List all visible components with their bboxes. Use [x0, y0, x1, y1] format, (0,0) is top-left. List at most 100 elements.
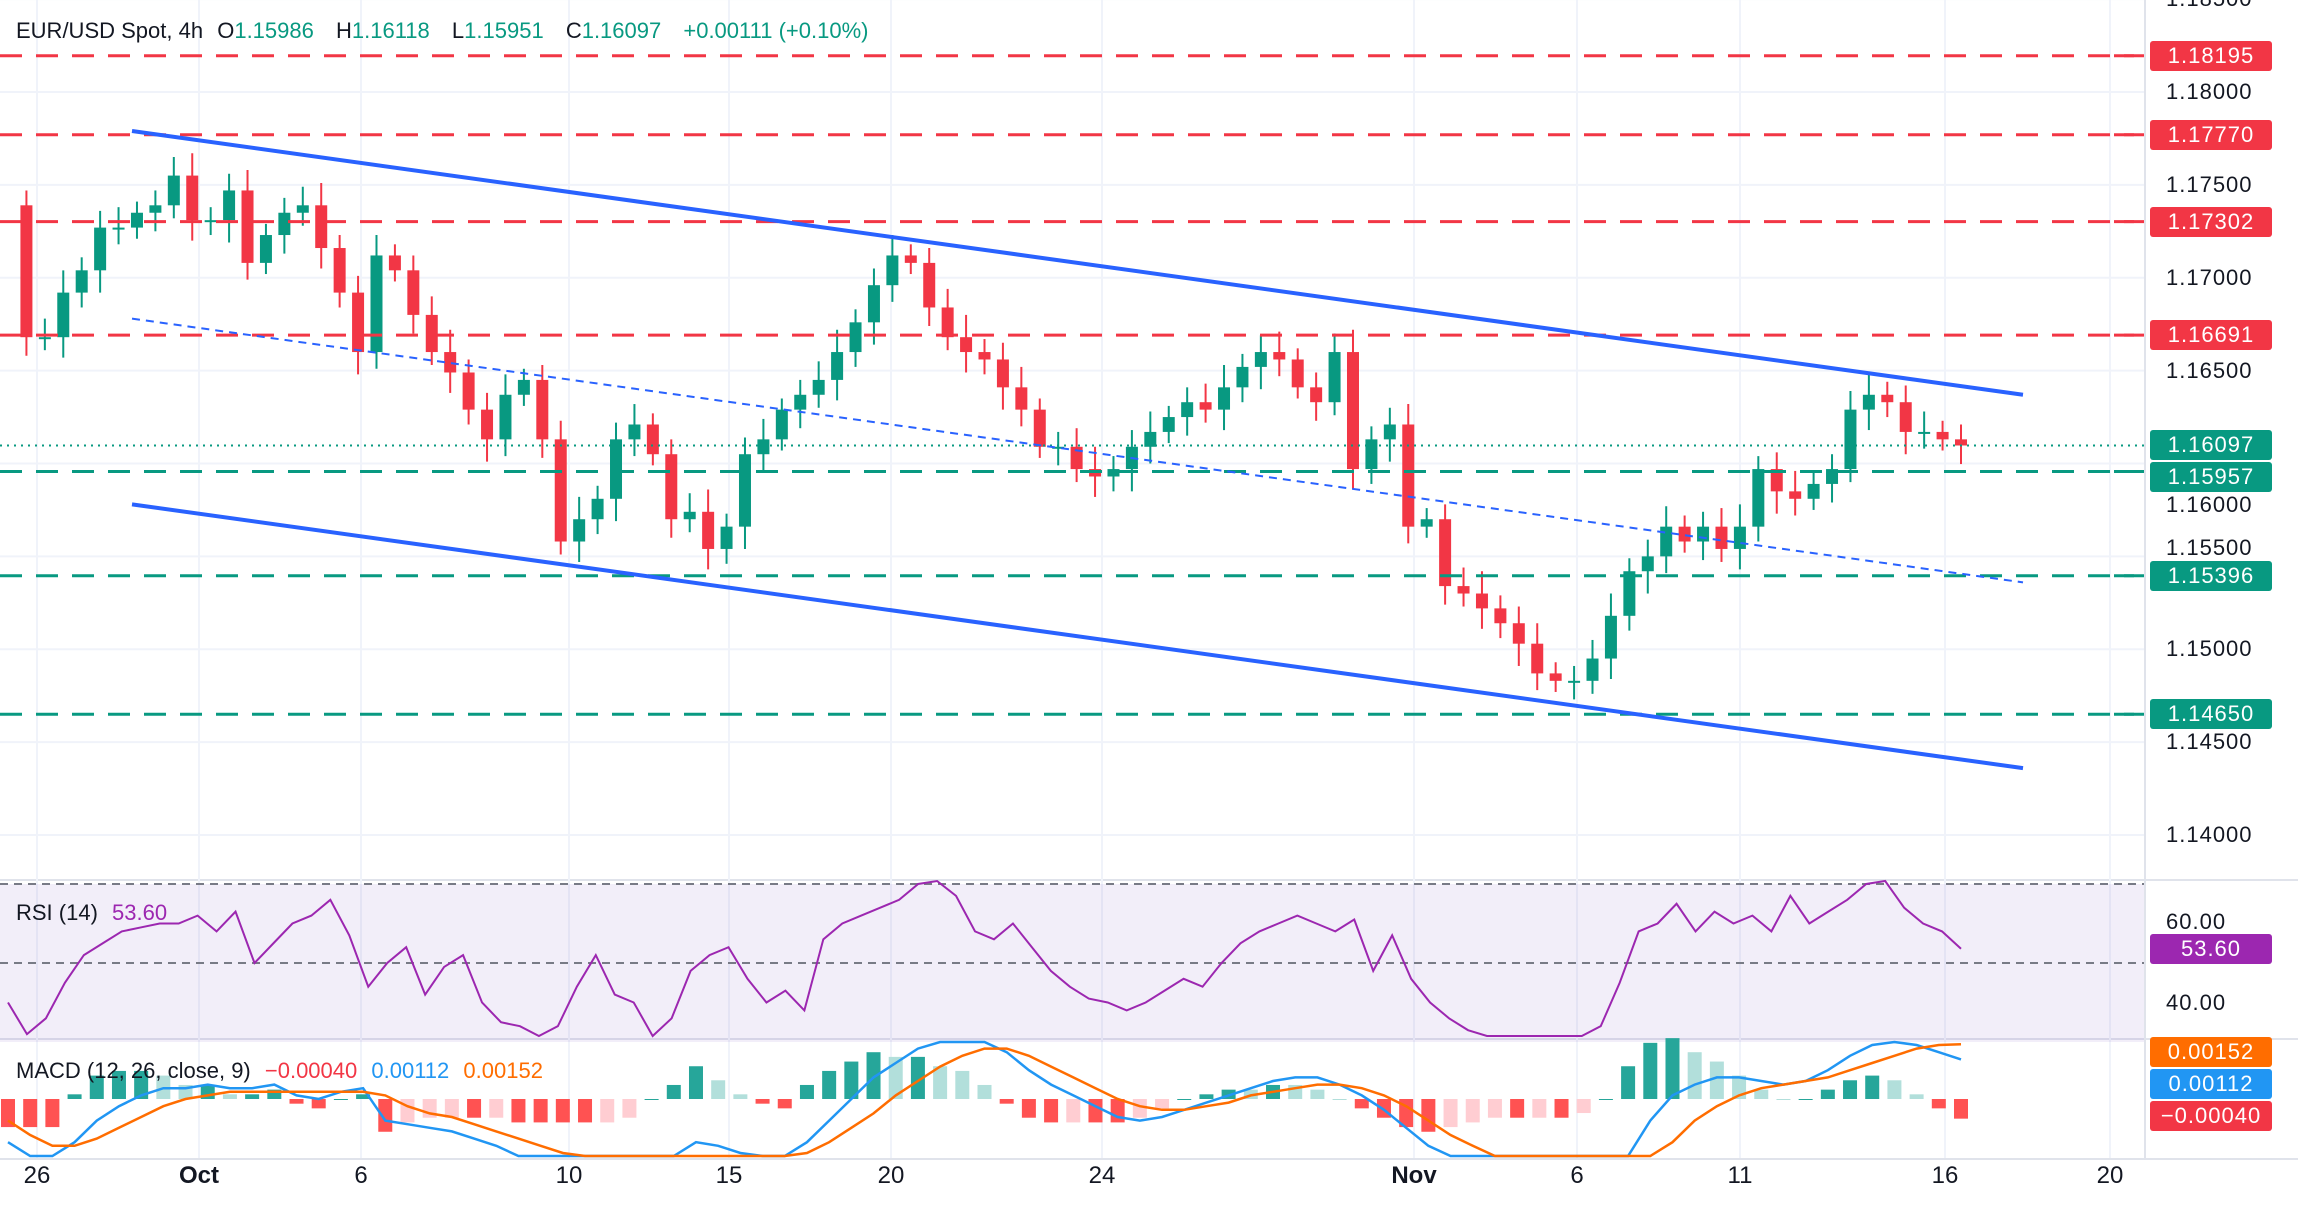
- macd-histogram-bar: [356, 1094, 371, 1099]
- candle-body: [1623, 571, 1636, 616]
- candle-body: [1678, 526, 1691, 542]
- macd-histogram-bar: [578, 1099, 593, 1123]
- macd-histogram-bar: [1044, 1099, 1059, 1123]
- macd-histogram-bar: [1, 1099, 15, 1128]
- macd-histogram-bar: [1954, 1099, 1968, 1119]
- macd-histogram-bar: [511, 1099, 526, 1123]
- candle-body: [444, 352, 457, 373]
- level-price-tag: 1.18195: [2150, 40, 2272, 71]
- level-price-tag: 1.17770: [2150, 119, 2272, 150]
- candle-body: [536, 379, 549, 440]
- macd-histogram-bar: [733, 1094, 748, 1099]
- macd-histogram-bar: [933, 1066, 948, 1099]
- x-tick-label: Oct: [178, 1162, 220, 1189]
- candle-body: [296, 205, 309, 213]
- macd-histogram-bar: [1132, 1099, 1147, 1118]
- candle-body: [1697, 526, 1710, 542]
- level-price-tag: 1.14650: [2150, 699, 2272, 730]
- candle-body: [978, 352, 991, 360]
- x-tick-label: Nov: [1391, 1162, 1437, 1189]
- candle-body: [333, 248, 346, 293]
- candle-body: [702, 511, 715, 549]
- macd-histogram-bar: [888, 1056, 903, 1099]
- macd-histogram-bar: [467, 1099, 482, 1118]
- channel-upper-line: [131, 129, 2024, 397]
- macd-histogram-bar: [1399, 1099, 1414, 1128]
- macd-histogram-bar: [267, 1089, 282, 1099]
- candle-body: [554, 439, 567, 542]
- macd-histogram-bar: [289, 1099, 304, 1104]
- macd-histogram-bar: [1421, 1099, 1436, 1132]
- candle-body: [1660, 526, 1673, 557]
- candle-body: [1033, 409, 1046, 447]
- candle-body: [1273, 352, 1286, 360]
- macd-histogram-bar: [711, 1080, 726, 1099]
- candle-body: [1586, 658, 1599, 681]
- candle-body: [757, 439, 770, 455]
- candle-body: [1862, 394, 1875, 410]
- close-value: 1.16097: [581, 18, 662, 43]
- candle-body: [425, 314, 438, 353]
- macd-histogram-bar: [333, 1099, 348, 1100]
- macd-histogram-bar: [67, 1094, 82, 1099]
- pane-divider: [0, 879, 2298, 881]
- macd-histogram-bar: [1199, 1094, 1214, 1099]
- macd-histogram-bar: [245, 1094, 260, 1099]
- macd-value-tag: −0.00040: [2150, 1101, 2272, 1131]
- macd-histogram-bar: [622, 1099, 637, 1118]
- candle-body: [370, 255, 383, 353]
- x-tick-label: 10: [555, 1162, 583, 1189]
- y-tick-label: 1.15000: [2166, 636, 2253, 662]
- macd-histogram-bar: [600, 1099, 615, 1123]
- y-tick-label: 1.18500: [2166, 0, 2253, 11]
- macd-histogram-bar: [1576, 1099, 1591, 1114]
- candle-body: [996, 359, 1009, 388]
- candle-body: [94, 227, 107, 271]
- candle-body: [241, 190, 254, 263]
- macd-histogram-bar: [844, 1061, 859, 1099]
- high-value: 1.16118: [351, 18, 430, 43]
- macd-hist-value: −0.00040: [264, 1058, 358, 1083]
- candle-body: [628, 424, 641, 440]
- candle-body: [941, 307, 954, 338]
- macd-histogram-bar: [1332, 1099, 1347, 1100]
- candle-body: [831, 352, 844, 380]
- macd-histogram-bar: [822, 1070, 837, 1099]
- candle-body: [1604, 615, 1617, 659]
- y-tick-label: 1.17000: [2166, 264, 2253, 290]
- candle-body: [1439, 519, 1452, 587]
- candle-body: [1918, 431, 1931, 434]
- macd-histogram-bar: [1843, 1080, 1858, 1099]
- y-tick-label: 1.16500: [2166, 357, 2253, 383]
- macd-histogram-bar: [1510, 1099, 1525, 1118]
- macd-histogram-bar: [1066, 1099, 1081, 1123]
- macd-histogram-bar: [1155, 1099, 1170, 1109]
- last-price-tag: 1.16097: [2150, 430, 2272, 461]
- candle-body: [775, 409, 788, 440]
- candle-body: [388, 255, 401, 271]
- x-tick-label: 6: [354, 1162, 368, 1189]
- candle-body: [904, 255, 917, 263]
- macd-histogram-bar: [555, 1099, 570, 1123]
- x-tick-label: 6: [1570, 1162, 1584, 1189]
- macd-histogram-bar: [1621, 1066, 1636, 1099]
- candle-body: [1107, 469, 1120, 477]
- macd-histogram-bar: [1909, 1094, 1924, 1099]
- close-label: C: [565, 18, 582, 43]
- x-tick-label: 11: [1727, 1162, 1753, 1189]
- candle-body: [1254, 352, 1267, 367]
- macd-histogram-bar: [977, 1084, 992, 1099]
- level-price-tag: 1.16691: [2150, 320, 2272, 351]
- macd-histogram-bar: [1931, 1099, 1946, 1109]
- channel-lower-line: [131, 502, 2024, 771]
- candle-body: [794, 394, 807, 410]
- candle-body: [462, 372, 475, 410]
- candle-body: [1899, 402, 1912, 432]
- x-tick-label: 16: [1931, 1162, 1959, 1189]
- candle-body: [646, 424, 659, 455]
- candle-body: [1346, 352, 1359, 470]
- macd-histogram-bar: [533, 1099, 548, 1123]
- candle-body: [1015, 387, 1028, 410]
